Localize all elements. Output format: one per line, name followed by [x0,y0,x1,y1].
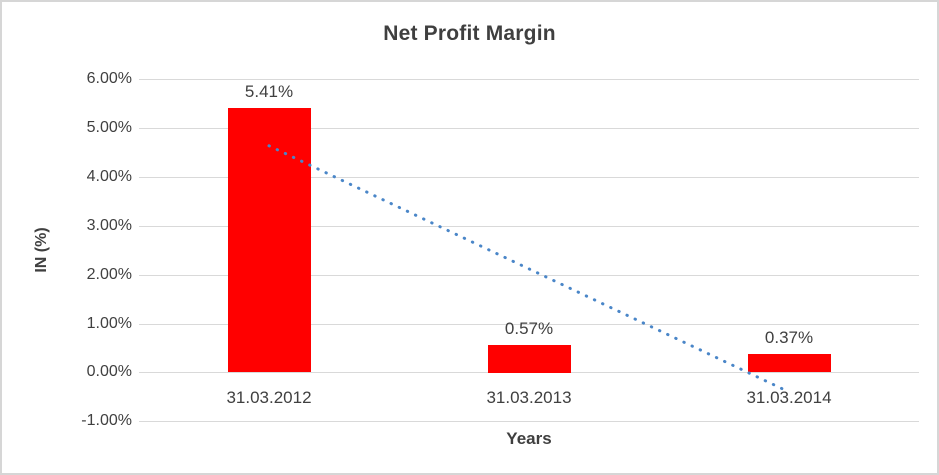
gridline [139,421,919,422]
y-tick-label: 0.00% [86,363,132,380]
bar-value-label: 5.41% [244,82,294,101]
x-tick-label: 31.03.2014 [746,388,832,407]
x-tick-label: 31.03.2012 [226,388,312,407]
bar-value-label: 0.37% [764,328,814,347]
y-tick-label: 3.00% [86,217,132,234]
bar-31.03.2012 [228,108,311,372]
y-tick-label: -1.00% [81,412,132,429]
gridline [139,79,919,80]
bar-31.03.2014 [748,354,831,372]
chart-title: Net Profit Margin [383,22,556,45]
y-tick-label: 1.00% [86,315,132,332]
bar-31.03.2013 [488,345,571,373]
y-tick-label: 4.00% [86,168,132,185]
bar-value-label: 0.57% [504,319,554,338]
gridline [139,128,919,129]
x-axis-title: Years [506,429,552,448]
y-tick-label: 2.00% [86,266,132,283]
y-tick-label: 6.00% [86,70,132,87]
y-tick-label: 5.00% [86,119,132,136]
x-tick-label: 31.03.2013 [486,388,572,407]
